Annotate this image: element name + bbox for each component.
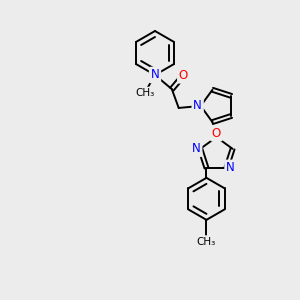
- Text: N: N: [192, 142, 201, 155]
- Text: N: N: [226, 161, 235, 174]
- Text: N: N: [193, 99, 202, 112]
- Text: CH₃: CH₃: [197, 237, 216, 247]
- Text: N: N: [151, 68, 159, 82]
- Text: O: O: [212, 127, 221, 140]
- Text: CH₃: CH₃: [135, 88, 154, 98]
- Text: O: O: [179, 69, 188, 82]
